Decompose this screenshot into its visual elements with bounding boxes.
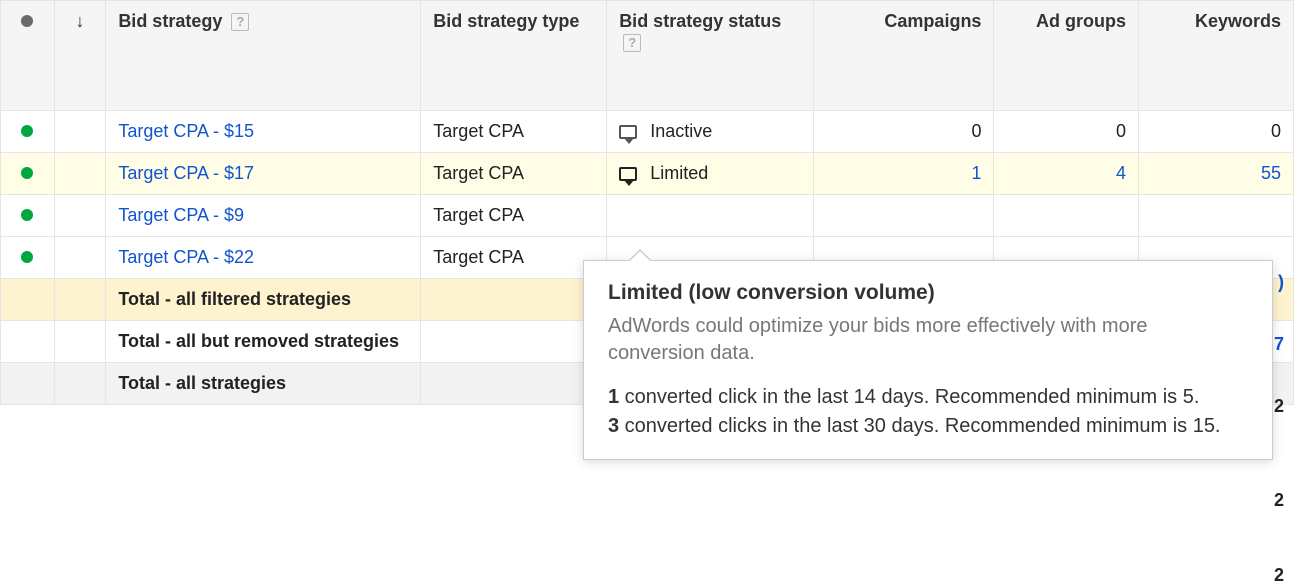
campaigns-cell: 1 <box>813 153 994 195</box>
header-sort[interactable]: ↓ <box>54 1 106 111</box>
name-cell: Target CPA - $15 <box>106 111 421 153</box>
tooltip-title: Limited (low conversion volume) <box>608 281 1248 305</box>
header-keywords[interactable]: Keywords <box>1139 1 1294 111</box>
header-bid-strategy-status[interactable]: Bid strategy status ? <box>607 1 814 111</box>
status-text: Limited <box>650 163 708 183</box>
sort-arrow-down-icon: ↓ <box>76 11 85 32</box>
count-link[interactable]: 1 <box>971 163 981 183</box>
status-enabled-icon <box>21 167 33 179</box>
status-cell <box>1 153 55 195</box>
status-tooltip: Limited (low conversion volume) AdWords … <box>583 260 1273 460</box>
summary-label: Total - all strategies <box>106 363 421 405</box>
help-icon[interactable]: ? <box>623 34 641 52</box>
table-row: Target CPA - $17 Target CPA Limited 1 4 … <box>1 153 1294 195</box>
tooltip-stat-number: 3 <box>608 415 619 437</box>
table-row: Target CPA - $15 Target CPA Inactive 0 0… <box>1 111 1294 153</box>
keywords-cell-partial: 7 <box>1274 334 1294 355</box>
name-cell: Target CPA - $17 <box>106 153 421 195</box>
bid-strategy-link[interactable]: Target CPA - $22 <box>118 247 254 267</box>
campaigns-cell <box>813 195 994 237</box>
type-cell: Target CPA <box>421 195 607 237</box>
keywords-cell <box>1139 195 1294 237</box>
speech-bubble-icon[interactable] <box>619 167 637 181</box>
sort-cell <box>54 111 106 153</box>
header-label: Keywords <box>1195 11 1281 31</box>
ad-groups-cell: 0 <box>994 111 1139 153</box>
status-enabled-icon <box>21 125 33 137</box>
speech-bubble-icon[interactable] <box>619 125 637 139</box>
header-bid-strategy-type[interactable]: Bid strategy type <box>421 1 607 111</box>
header-label: Campaigns <box>884 11 981 31</box>
campaigns-cell: 0 <box>813 111 994 153</box>
sort-cell <box>54 237 106 279</box>
summary-label: Total - all but removed strategies <box>106 321 421 363</box>
status-cell: Limited <box>607 153 814 195</box>
tooltip-stat-text: converted clicks in the last 30 days. Re… <box>619 415 1220 437</box>
status-cell <box>1 237 55 279</box>
keywords-cell-partial: 2 <box>1274 490 1294 511</box>
keywords-cell: 55 <box>1139 153 1294 195</box>
name-cell: Target CPA - $22 <box>106 237 421 279</box>
status-cell: Inactive <box>607 111 814 153</box>
keywords-cell-partial: ) <box>1278 272 1294 293</box>
sort-cell <box>54 195 106 237</box>
tooltip-stat-number: 1 <box>608 386 619 408</box>
status-enabled-icon <box>21 209 33 221</box>
type-cell: Target CPA <box>421 153 607 195</box>
header-label: Bid strategy <box>118 11 222 31</box>
keywords-cell-partial: 2 <box>1274 565 1294 586</box>
keywords-cell-partial: 2 <box>1274 396 1294 417</box>
table-row: Target CPA - $9 Target CPA <box>1 195 1294 237</box>
tooltip-body: 1 converted click in the last 14 days. R… <box>608 383 1248 441</box>
header-label: Bid strategy type <box>433 11 579 31</box>
keywords-cell: 0 <box>1139 111 1294 153</box>
table-header-row: ↓ Bid strategy ? Bid strategy type Bid s… <box>1 1 1294 111</box>
type-cell: Target CPA <box>421 111 607 153</box>
header-campaigns[interactable]: Campaigns <box>813 1 994 111</box>
bid-strategy-link[interactable]: Target CPA - $9 <box>118 205 244 225</box>
status-cell <box>607 195 814 237</box>
header-bid-strategy[interactable]: Bid strategy ? <box>106 1 421 111</box>
ad-groups-cell: 4 <box>994 153 1139 195</box>
summary-label: Total - all filtered strategies <box>106 279 421 321</box>
help-icon[interactable]: ? <box>231 13 249 31</box>
sort-cell <box>54 153 106 195</box>
bid-strategy-link[interactable]: Target CPA - $17 <box>118 163 254 183</box>
status-enabled-icon <box>21 251 33 263</box>
header-label: Ad groups <box>1036 11 1126 31</box>
tooltip-description: AdWords could optimize your bids more ef… <box>608 313 1248 367</box>
bid-strategy-link[interactable]: Target CPA - $15 <box>118 121 254 141</box>
status-cell <box>1 195 55 237</box>
header-ad-groups[interactable]: Ad groups <box>994 1 1139 111</box>
header-label: Bid strategy status <box>619 11 781 31</box>
status-text: Inactive <box>650 121 712 141</box>
count-link[interactable]: 4 <box>1116 163 1126 183</box>
count-link[interactable]: 55 <box>1261 163 1281 183</box>
tooltip-stat-text: converted click in the last 14 days. Rec… <box>619 386 1199 408</box>
status-cell <box>1 111 55 153</box>
status-dot-icon <box>21 15 33 27</box>
name-cell: Target CPA - $9 <box>106 195 421 237</box>
type-cell: Target CPA <box>421 237 607 279</box>
header-status-indicator[interactable] <box>1 1 55 111</box>
ad-groups-cell <box>994 195 1139 237</box>
